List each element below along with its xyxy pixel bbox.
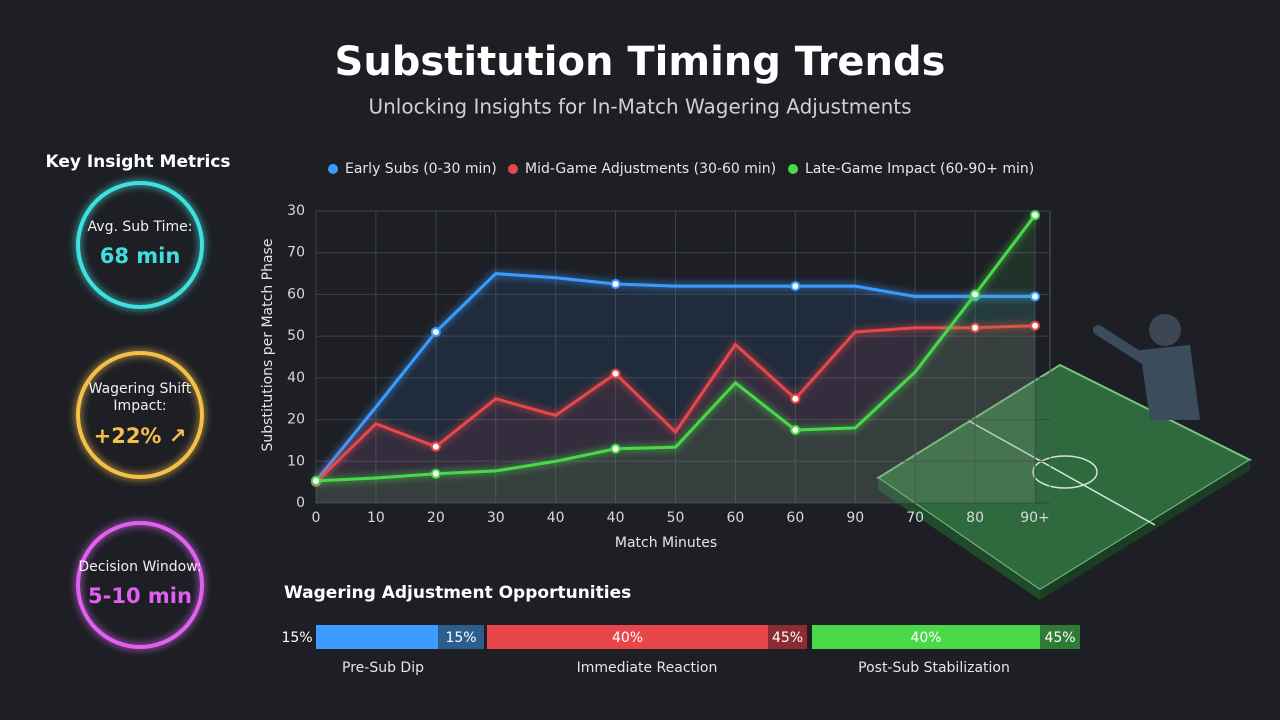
metrics: Avg. Sub Time: 68 min Wagering Shift Impact… (76, 181, 204, 649)
segment-label: 40% (612, 630, 643, 646)
legend-swatch (508, 164, 518, 174)
point (1030, 210, 1040, 221)
x-axis-label: Match Minutes (615, 535, 717, 551)
point (970, 322, 981, 333)
metric-label: Avg. Sub Time: (88, 219, 193, 235)
x-tick-label: 60 (786, 510, 804, 526)
segment-label: 45% (772, 630, 803, 646)
legend-label: Early Subs (0-30 min) (345, 161, 497, 177)
pitch-illustration (876, 314, 1253, 600)
point (430, 468, 441, 479)
x-tick-label: 60 (727, 510, 745, 526)
y-tick-label: 20 (287, 412, 305, 428)
segment-label: 45% (1044, 630, 1075, 646)
legend-label: Late-Game Impact (60-90+ min) (805, 161, 1034, 177)
point (1030, 320, 1040, 331)
opportunities: 15% 15% Pre-Sub Dip 40% 45% Immediate Reactio… (281, 625, 1080, 676)
metric-label: Wagering Shift Impact: (89, 381, 192, 414)
legend-swatch (788, 164, 798, 174)
chart: 0 10 20 40 50 60 70 30 0 10 20 30 40 40 50 60 60 90 70 80 90… (260, 161, 1051, 551)
metric-label: Decision Window: (78, 559, 201, 575)
area (316, 325, 1035, 503)
metric-ring (76, 181, 204, 309)
metric-value: +22% ↗ (94, 424, 187, 448)
point (1030, 291, 1040, 302)
x-tick-label: 40 (547, 510, 565, 526)
y-tick-label: 40 (287, 370, 305, 386)
y-tick-label: 10 (287, 453, 305, 469)
y-tick-label: 50 (287, 328, 305, 344)
point (610, 279, 621, 289)
point (430, 326, 441, 337)
x-tick-label: 10 (367, 510, 385, 526)
point (311, 475, 321, 486)
segment (438, 625, 484, 649)
metric-value: 68 min (100, 244, 181, 268)
point (430, 441, 441, 452)
point (610, 443, 621, 454)
x-tick-label: 30 (487, 510, 505, 526)
metric-ring (76, 351, 204, 479)
subtitle: Unlocking Insights for In-Match Wagering… (368, 95, 911, 119)
group-name: Post-Sub Stabilization (858, 660, 1010, 676)
point (610, 368, 621, 379)
segment (768, 625, 807, 649)
x-tick-label: 50 (667, 510, 685, 526)
point (790, 425, 801, 435)
opportunities-title: Wagering Adjustment Opportunities (284, 583, 631, 603)
point (970, 289, 981, 300)
segment (1040, 625, 1080, 649)
segment (316, 625, 438, 649)
legend-swatch (328, 164, 338, 174)
group-name: Immediate Reaction (577, 660, 718, 676)
y-tick-label: 30 (287, 203, 305, 219)
y-tick-label: 60 (287, 286, 305, 302)
x-tick-label: 20 (427, 510, 445, 526)
legend-label: Mid-Game Adjustments (30-60 min) (525, 161, 776, 177)
y-axis-label: Substitutions per Match Phase (260, 239, 276, 452)
x-tick-label: 80 (966, 510, 984, 526)
metric-ring (76, 521, 204, 649)
point (790, 393, 801, 404)
x-tick-label: 70 (906, 510, 924, 526)
point (790, 281, 801, 292)
segment-label: 40% (910, 630, 941, 646)
x-tick-label: 90 (846, 510, 864, 526)
x-tick-label: 90+ (1020, 510, 1050, 526)
y-tick-label: 0 (296, 495, 305, 511)
x-tick-label: 0 (312, 510, 321, 526)
title: Substitution Timing Trends (335, 39, 946, 85)
area (316, 215, 1035, 503)
segment-label: 15% (281, 630, 312, 646)
metric-value: 5-10 min (88, 584, 192, 608)
segment-label: 15% (445, 630, 476, 646)
segment (487, 625, 768, 649)
group-name: Pre-Sub Dip (342, 660, 424, 676)
x-tick-label: 40 (607, 510, 625, 526)
y-tick-label: 70 (287, 245, 305, 261)
metrics-title: Key Insight Metrics (45, 152, 230, 172)
segment (812, 625, 1040, 649)
